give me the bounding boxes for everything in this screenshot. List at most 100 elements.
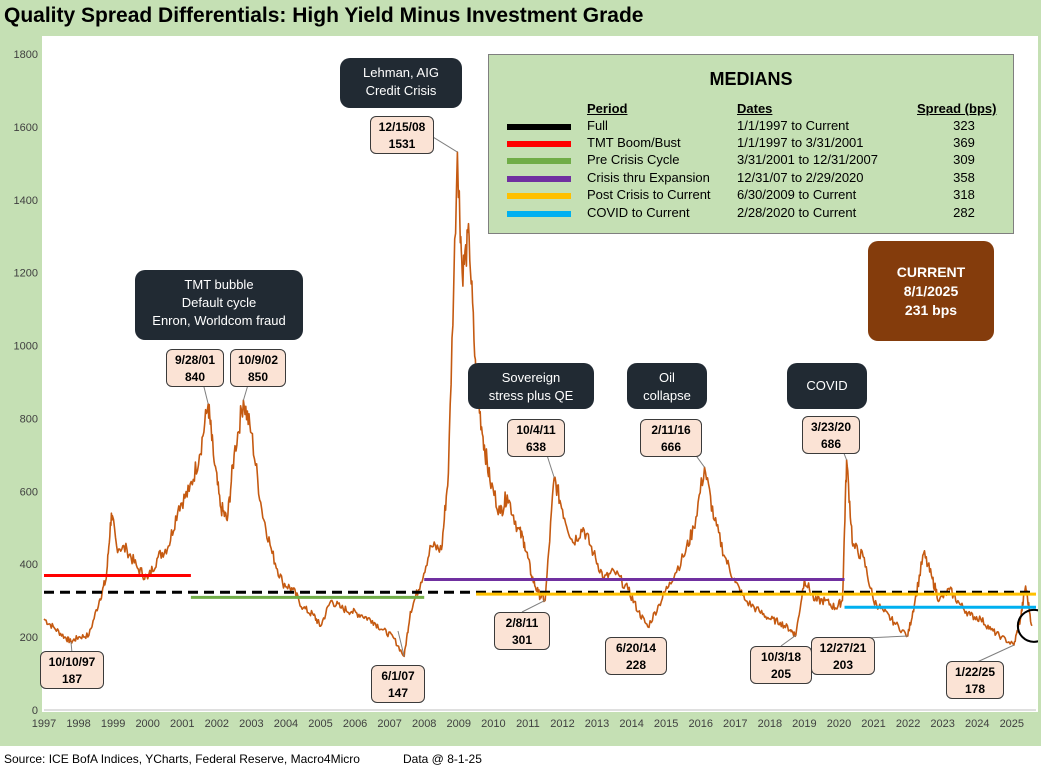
legend-swatch [507, 124, 571, 130]
median-period: Pre Crisis Cycle [587, 152, 680, 167]
y-axis: 0 200 400 600 800 1000 1200 1400 1600 1800 [14, 49, 38, 717]
y-tick-label: 600 [20, 486, 38, 498]
event-line: stress plus QE [488, 388, 574, 403]
x-tick-label: 2024 [965, 718, 989, 730]
header-dates: Dates [737, 101, 773, 116]
event-line: Credit Crisis [365, 83, 437, 98]
x-tick-label: 2011 [516, 718, 540, 730]
median-dates: 12/31/07 to 2/29/2020 [737, 170, 864, 185]
annotation-date: 12/27/21 [819, 641, 867, 655]
x-tick-label: 2007 [377, 718, 401, 730]
median-period: Crisis thru Expansion [587, 170, 710, 185]
data-date-note: Data @ 8-1-25 [403, 752, 482, 766]
annotation-value: 666 [660, 440, 682, 454]
annotation-label: 12/15/08 1531 [370, 116, 434, 154]
x-tick-label: 2022 [896, 718, 920, 730]
x-tick-label: 1999 [101, 718, 125, 730]
event-box-sovereign: Sovereign stress plus QE [468, 363, 594, 409]
y-tick-label: 1200 [14, 268, 38, 280]
x-tick-label: 2015 [654, 718, 678, 730]
annotation-date: 10/3/18 [760, 650, 802, 664]
legend-swatch [507, 193, 571, 199]
x-tick-label: 1998 [66, 718, 90, 730]
x-tick-label: 2001 [170, 718, 194, 730]
annotation-value: 686 [820, 437, 842, 451]
annotation-date: 10/10/97 [48, 655, 96, 669]
median-spread: 282 [953, 205, 975, 220]
annotation-label: 1/22/25 178 [946, 661, 1004, 699]
x-tick-label: 2017 [723, 718, 747, 730]
annotation-value: 1531 [388, 137, 416, 151]
median-spread: 358 [953, 170, 975, 185]
median-row-full: Full 1/1/1997 to Current 323 [489, 118, 1013, 135]
x-tick-label: 2023 [930, 718, 954, 730]
median-row-precrisis: Pre Crisis Cycle 3/31/2001 to 12/31/2007… [489, 152, 1013, 169]
annotation-date: 2/11/16 [651, 423, 691, 437]
x-tick-label: 2018 [758, 718, 782, 730]
annotation-label: 6/20/14 228 [605, 637, 667, 675]
x-tick-label: 2005 [308, 718, 332, 730]
x-tick-label: 2004 [274, 718, 298, 730]
annotation-label: 6/1/07 147 [371, 665, 425, 703]
medians-title: MEDIANS [709, 69, 793, 89]
annotation-leader [780, 634, 797, 647]
annotation-date: 12/15/08 [378, 120, 426, 134]
annotation-leader [521, 599, 546, 613]
annotation-label: 12/27/21 203 [811, 637, 875, 675]
median-row-postcrisis: Post Crisis to Current 6/30/2009 to Curr… [489, 187, 1013, 204]
annotation-label: 10/9/02 850 [230, 349, 286, 387]
annotation-date: 6/1/07 [381, 669, 415, 683]
median-row-tmt: TMT Boom/Bust 1/1/1997 to 3/31/2001 369 [489, 135, 1013, 152]
event-line: Default cycle [181, 295, 257, 310]
event-line: Oil [659, 370, 675, 385]
header-spread: Spread (bps) [917, 101, 997, 116]
median-spread: 309 [953, 152, 975, 167]
x-tick-label: 2016 [688, 718, 712, 730]
x-tick-label: 2021 [861, 718, 885, 730]
y-tick-label: 1800 [14, 49, 38, 61]
median-spread: 318 [953, 187, 975, 202]
x-tick-label: 2002 [205, 718, 229, 730]
median-spread: 323 [953, 118, 975, 133]
annotation-label: 10/4/11 638 [507, 419, 565, 457]
x-tick-label: 2003 [239, 718, 263, 730]
x-tick-label: 2013 [585, 718, 609, 730]
annotation-date: 2/8/11 [505, 616, 539, 630]
x-axis: 1997 1998 1999 2000 2001 2002 2003 2004 2005 2006… [32, 718, 1024, 730]
annotation-label: 10/3/18 205 [750, 646, 812, 684]
median-period: Post Crisis to Current [587, 187, 711, 202]
annotation-value: 178 [964, 682, 986, 696]
event-line: collapse [643, 388, 691, 403]
annotation-label: 3/23/20 686 [802, 416, 860, 454]
event-box-lehman: Lehman, AIG Credit Crisis [340, 58, 462, 108]
median-dates: 2/28/2020 to Current [737, 205, 857, 220]
median-period: COVID to Current [587, 205, 690, 220]
x-tick-label: 2008 [412, 718, 436, 730]
annotation-date: 6/20/14 [615, 641, 657, 655]
spread-series-line [43, 151, 1033, 658]
annotation-leader [397, 630, 405, 657]
current-date: 8/1/2025 [903, 283, 959, 299]
event-box-tmt-bubble: TMT bubble Default cycle Enron, Worldcom… [135, 270, 303, 340]
annotation-value: 301 [511, 633, 533, 647]
annotation-value: 840 [184, 370, 206, 384]
annotation-label: 2/8/11 301 [494, 612, 550, 650]
median-dates: 3/31/2001 to 12/31/2007 [737, 152, 878, 167]
annotation-date: 10/4/11 [516, 423, 556, 437]
annotation-label: 2/11/16 666 [640, 419, 702, 457]
annotation-value: 638 [525, 440, 547, 454]
annotation-value: 205 [770, 667, 792, 681]
event-box-oil: Oil collapse [627, 363, 707, 409]
event-line: Lehman, AIG [363, 65, 439, 80]
event-box-covid: COVID [787, 363, 867, 409]
y-tick-label: 200 [20, 632, 38, 644]
median-row-covid: COVID to Current 2/28/2020 to Current 28… [489, 205, 1013, 222]
annotation-value: 850 [247, 370, 269, 384]
x-tick-label: 2009 [447, 718, 471, 730]
median-dates: 1/1/1997 to Current [737, 118, 850, 133]
legend-swatch [507, 176, 571, 182]
event-line: TMT bubble [184, 277, 254, 292]
x-tick-label: 2014 [619, 718, 643, 730]
x-tick-label: 2020 [827, 718, 851, 730]
legend-swatch [507, 211, 571, 217]
